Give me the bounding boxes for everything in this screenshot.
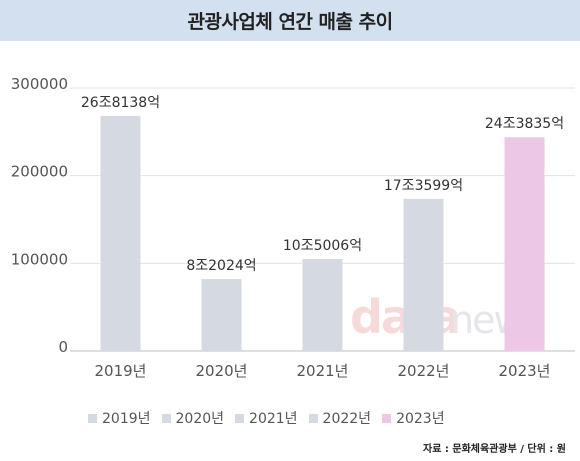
legend-item: 2023년 <box>382 408 445 428</box>
legend-item: 2020년 <box>161 408 225 428</box>
legend-item: 2022년 <box>308 408 372 428</box>
legend-item: 2021년 <box>235 408 298 428</box>
y-tick-label: 200000 <box>11 163 68 181</box>
bar <box>504 137 545 351</box>
legend-label: 2020년 <box>175 411 225 427</box>
x-tick-label: 2022년 <box>398 362 450 380</box>
data-label: 24조3835억 <box>485 116 564 132</box>
legend-label: 2023년 <box>396 411 445 427</box>
chart-title: 관광사업체 연간 매출 추이 <box>187 11 393 33</box>
legend-label: 2022년 <box>322 411 372 427</box>
title-bar: 관광사업체 연간 매출 추이 <box>0 0 580 41</box>
bar <box>302 258 343 351</box>
bar <box>403 198 444 351</box>
legend-swatch <box>382 413 392 423</box>
legend: 2019년 2020년 2021년 2022년 2023년 <box>88 408 445 428</box>
legend-swatch <box>88 413 97 423</box>
legend-item: 2019년 <box>88 408 151 428</box>
data-label: 26조8138억 <box>81 95 160 111</box>
data-label: 8조2024억 <box>186 258 256 274</box>
legend-label: 2021년 <box>249 411 298 427</box>
y-tick-label: 0 <box>58 338 68 356</box>
data-label: 10조5006억 <box>283 238 362 254</box>
x-tick-label: 2019년 <box>95 362 147 380</box>
y-tick-label: 100000 <box>11 250 68 268</box>
x-tick-label: 2020년 <box>196 362 248 380</box>
x-tick-label: 2021년 <box>297 362 349 380</box>
legend-label: 2019년 <box>102 411 151 427</box>
y-tick-label: 300000 <box>11 75 68 93</box>
legend-swatch <box>161 413 171 423</box>
data-label: 17조3599억 <box>384 178 463 194</box>
bar <box>100 115 141 352</box>
bar <box>201 279 242 351</box>
legend-swatch <box>235 413 245 423</box>
source-note: 자료 : 문화체육관광부 / 단위 : 원 <box>423 444 566 455</box>
legend-swatch <box>308 413 318 423</box>
x-tick-label: 2023년 <box>499 362 551 380</box>
